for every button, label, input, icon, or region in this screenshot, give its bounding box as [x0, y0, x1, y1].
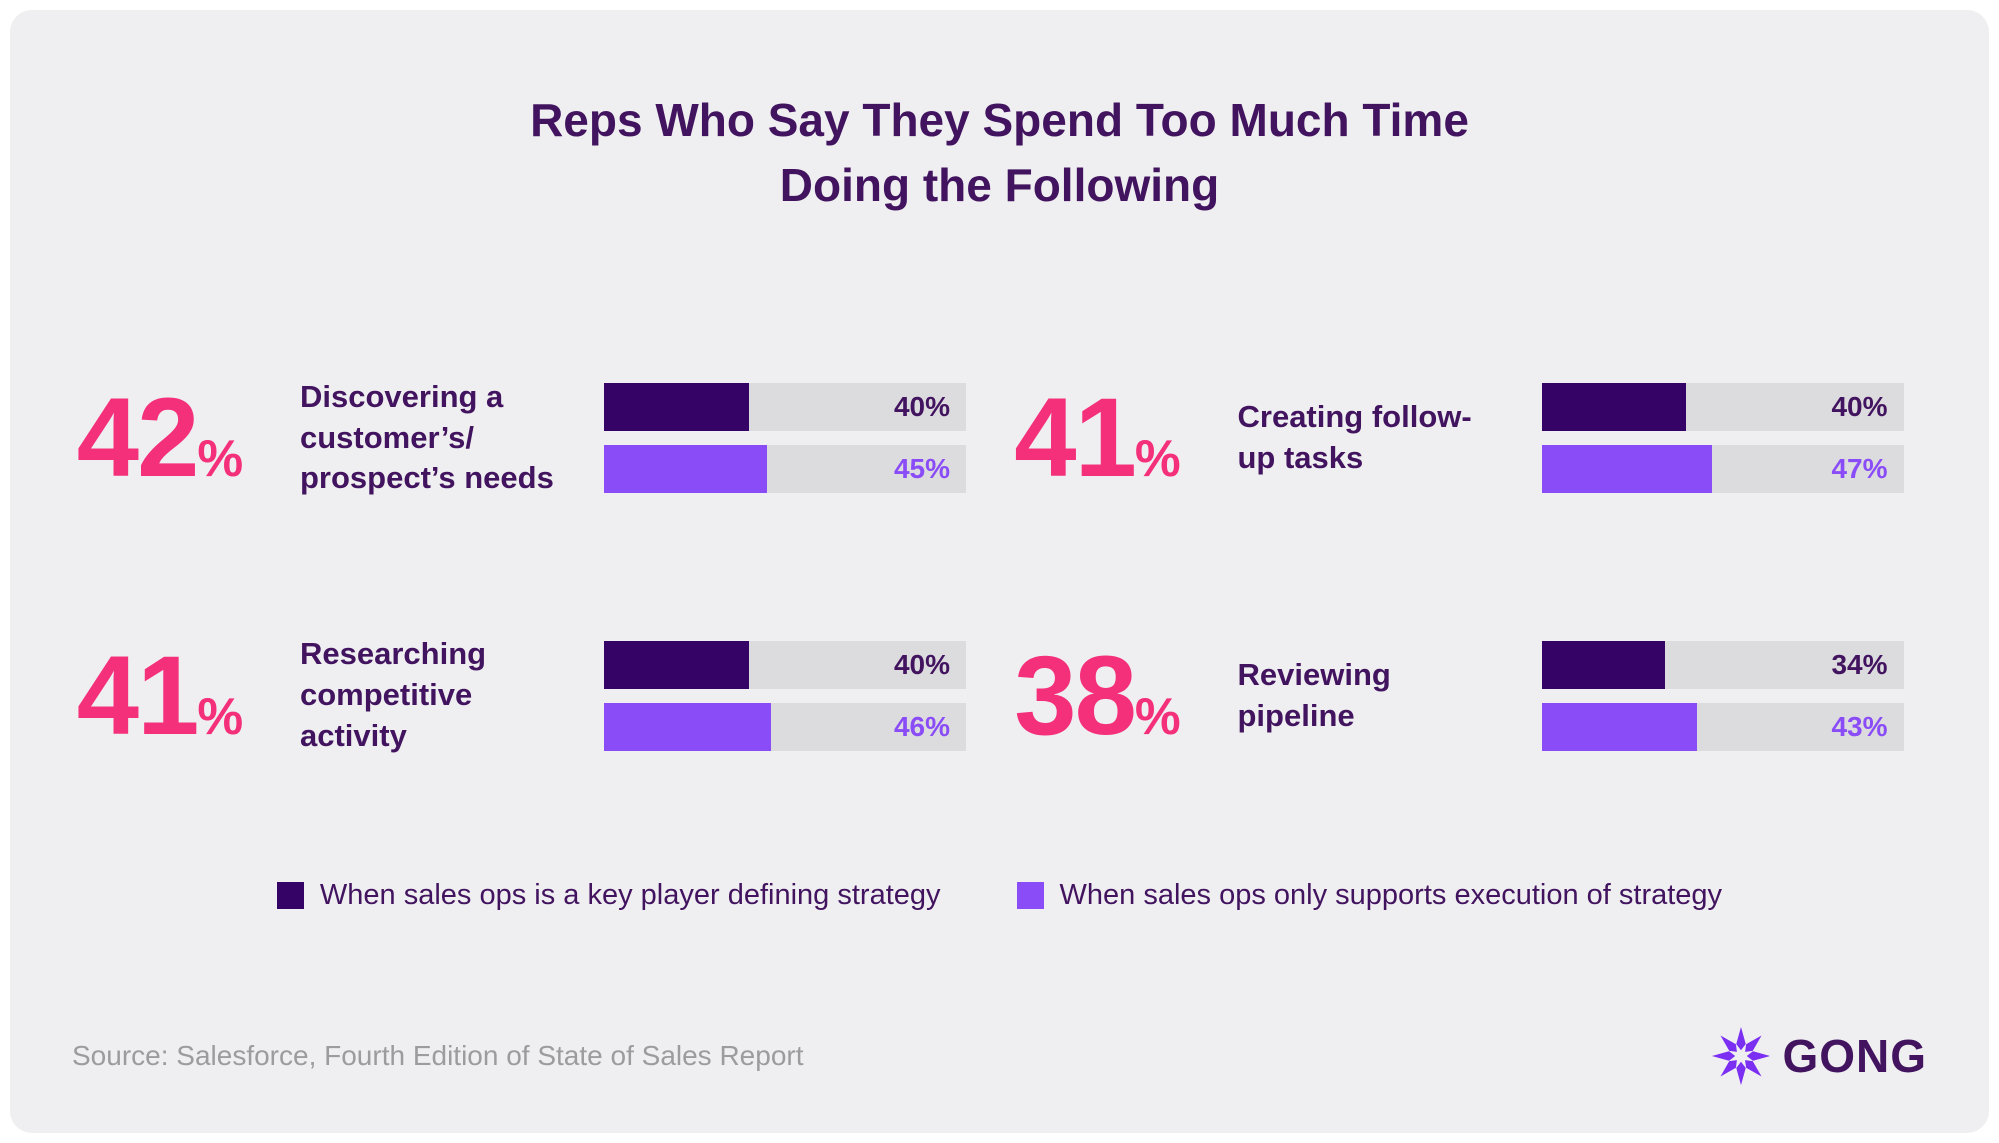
legend-item-execution: When sales ops only supports execution o… [1016, 879, 1723, 912]
bar-value-label: 43% [1831, 710, 1888, 742]
bar-track-key-player: 40% [604, 382, 966, 431]
bar-group: 34% 43% [1541, 640, 1904, 751]
legend-label: When sales ops only supports execution o… [1059, 879, 1723, 912]
bar-value-label: 40% [1831, 390, 1888, 422]
gong-starburst-icon [1712, 1026, 1771, 1086]
stats-grid: 42% Discovering a customer’s/ prospect’s… [10, 377, 1989, 757]
gong-wordmark: GONG [1782, 1030, 1927, 1082]
bar-track-execution: 43% [1541, 702, 1904, 751]
headline-percent: 42% [62, 381, 258, 494]
chart-title: Reps Who Say They Spend Too Much Time Do… [10, 10, 1989, 219]
bar-track-key-player: 40% [604, 640, 966, 689]
gong-logo: GONG [1710, 1025, 1927, 1087]
headline-number: 42 [76, 374, 200, 500]
stat-label: Creating follow-up tasks [1237, 399, 1472, 475]
bar-fill-execution [604, 702, 771, 751]
bar-fill-key-player [1541, 382, 1687, 431]
headline-number: 41 [1014, 374, 1137, 500]
bar-value-label: 34% [1831, 648, 1888, 680]
footer: Source: Salesforce, Fourth Edition of St… [72, 1025, 1927, 1087]
bar-track-execution: 45% [604, 444, 966, 493]
headline-percent-sign: % [1134, 686, 1181, 745]
bar-value-label: 46% [893, 710, 950, 742]
bar-fill-execution [1541, 702, 1698, 751]
stat-card-reviewing-pipeline: 38% Reviewing pipeline 34% 43% [1000, 634, 1938, 757]
stat-label: Reviewing pipeline [1237, 656, 1391, 733]
bar-value-label: 45% [893, 452, 950, 484]
bar-track-execution: 47% [1541, 444, 1904, 493]
chart-canvas: Reps Who Say They Spend Too Much Time Do… [10, 10, 1989, 1133]
chart-title-line1: Reps Who Say They Spend Too Much Time [530, 94, 1469, 146]
bar-track-key-player: 40% [1541, 382, 1904, 431]
bar-value-label: 47% [1831, 452, 1888, 484]
bar-track-execution: 46% [604, 702, 966, 751]
legend-swatch-dark-icon [276, 882, 304, 910]
headline-percent: 41% [62, 639, 258, 752]
stat-label: Discovering a customer’s/ prospect’s nee… [300, 378, 554, 496]
bar-fill-key-player [604, 382, 749, 431]
chart-legend: When sales ops is a key player defining … [10, 879, 1989, 912]
bar-fill-key-player [604, 640, 749, 689]
stat-card-follow-up-tasks: 41% Creating follow-up tasks 40% 47% [1000, 377, 1938, 500]
bar-group: 40% 45% [604, 382, 966, 493]
legend-label: When sales ops is a key player defining … [319, 879, 941, 912]
headline-percent-sign: % [1134, 428, 1181, 487]
headline-percent: 41% [1000, 381, 1196, 494]
chart-title-line2: Doing the Following [779, 159, 1220, 212]
stat-card-discovering-needs: 42% Discovering a customer’s/ prospect’s… [62, 377, 1000, 500]
bar-track-key-player: 34% [1541, 640, 1904, 689]
bar-fill-execution [604, 444, 767, 493]
bar-fill-execution [1541, 444, 1712, 493]
bar-group: 40% 47% [1541, 382, 1904, 493]
headline-percent: 38% [1000, 639, 1196, 752]
bar-group: 40% 46% [604, 640, 966, 751]
headline-number: 41 [76, 632, 200, 758]
headline-number: 38 [1014, 632, 1137, 758]
legend-swatch-light-icon [1016, 882, 1044, 910]
stat-label: Researching competitive activity [300, 636, 487, 754]
stat-card-researching-competitive: 41% Researching competitive activity 40%… [62, 634, 1000, 757]
bar-fill-key-player [1541, 640, 1665, 689]
bar-value-label: 40% [893, 648, 950, 680]
legend-item-key-player: When sales ops is a key player defining … [276, 879, 941, 912]
bar-value-label: 40% [893, 390, 950, 422]
source-citation: Source: Salesforce, Fourth Edition of St… [72, 1040, 804, 1071]
headline-percent-sign: % [197, 428, 244, 487]
headline-percent-sign: % [197, 686, 244, 745]
